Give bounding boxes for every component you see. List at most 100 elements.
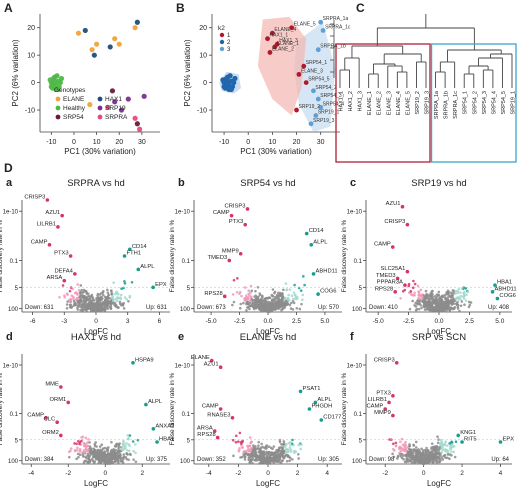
- volcano-a-gene-point: [80, 288, 84, 292]
- volcano-e-gene-point: [285, 442, 288, 446]
- volcano-e-y-tick-label: 1e-10: [175, 364, 191, 370]
- volcano-c-gene-point: [414, 305, 418, 308]
- volcano-c-y-axis-label: False discovery rate in %: [341, 219, 348, 292]
- volcano-d-gene-point: [99, 449, 102, 453]
- pca-a-point-healthy: [54, 73, 60, 79]
- volcano-f-gene-point: [421, 451, 425, 454]
- volcano-e-gene-point: [254, 455, 257, 458]
- volcano-d-gene-point: [89, 447, 92, 450]
- volcano-e-gene-point: [248, 460, 252, 464]
- volcano-d-gene-point: [132, 449, 136, 453]
- volcano-a-gene-point: [108, 306, 112, 309]
- pca-b-point: [301, 63, 307, 69]
- volcano-e-gene-point: [258, 461, 262, 465]
- volcano-a-gene-point: [83, 302, 86, 305]
- pca-b-sample-label: SRP54_5: [308, 77, 330, 83]
- volcano-c-up-count: Up: 408: [488, 305, 510, 311]
- volcano-b-highlight-point: [227, 258, 232, 263]
- volcano-b-gene-point: [283, 297, 287, 301]
- volcano-a-gene-point: [117, 293, 120, 296]
- volcano-f-gene-label: PTX3: [376, 390, 391, 396]
- volcano-a-gene-point: [115, 299, 119, 303]
- volcano-d-gene-point: [132, 458, 135, 461]
- volcano-b-highlight-point: [309, 243, 314, 247]
- volcano-f-highlight-point: [383, 407, 388, 411]
- volcano-e-gene-point: [258, 448, 261, 451]
- volcano-c-gene-point: [440, 308, 443, 312]
- volcano-c-gene-label: AZU1: [386, 201, 401, 207]
- volcano-e-gene-point: [266, 457, 269, 460]
- volcano-e-gene-point: [246, 445, 250, 449]
- volcano-e-gene-point: [231, 438, 235, 442]
- volcano-b-gene-point: [287, 298, 291, 302]
- volcano-d-gene-point: [76, 449, 79, 452]
- volcano-d-gene-point: [113, 451, 117, 454]
- volcano-d-gene-label: ANXA2: [155, 423, 174, 429]
- volcano-e-gene-point: [279, 453, 282, 456]
- volcano-d-gene-point: [98, 452, 101, 455]
- volcano-c-gene-point: [417, 293, 421, 296]
- volcano-c-gene-point: [419, 293, 423, 297]
- volcano-a-highlight-point: [151, 285, 155, 290]
- volcano-f-gene-point: [436, 441, 440, 445]
- volcano-e-x-tick-label: -2: [236, 470, 242, 477]
- volcano-a-gene-point: [104, 306, 108, 310]
- volcano-a-gene-point: [98, 304, 101, 308]
- volcano-f-x-tick-label: 0: [422, 470, 426, 477]
- volcano-c-gene-label: CAMP: [374, 242, 391, 248]
- pca-b-sample-label: SRPRA_1b: [320, 44, 346, 50]
- volcano-a-gene-point: [108, 300, 112, 304]
- volcano-a-gene-point: [79, 308, 82, 312]
- volcano-b-gene-point: [249, 291, 252, 295]
- volcano-d-highlight-point: [55, 420, 59, 425]
- volcano-f-x-tick-label: 4: [499, 470, 503, 477]
- volcano-f-gene-point: [443, 448, 446, 452]
- volcano-a-gene-point: [85, 303, 89, 307]
- volcano-b-title: SRP54 vs hd: [240, 178, 295, 189]
- volcano-a-gene-label: LILRB1: [37, 221, 56, 227]
- volcano-c-gene-point: [418, 299, 422, 303]
- volcano-a-gene-point: [82, 299, 86, 302]
- volcano-c-x-tick-label: -2.5: [403, 318, 415, 325]
- volcano-c-gene-point: [422, 294, 426, 297]
- volcano-e-gene-point: [282, 442, 286, 445]
- pca-a-legend-swatch: [55, 96, 61, 102]
- volcano-b-gene-point: [273, 291, 276, 295]
- volcano-b-highlight-point: [238, 251, 243, 256]
- pca-a-legend-swatch: [97, 114, 103, 120]
- volcano-c-gene-point: [459, 304, 463, 308]
- pca-b-y-tick-label: 20: [199, 25, 207, 32]
- volcano-f-gene-point: [412, 455, 415, 458]
- volcano-b-y-tick-label: 5: [187, 286, 191, 292]
- volcano-a-highlight-point: [128, 247, 132, 252]
- pca-a-legend-label: ELANE: [63, 96, 85, 103]
- volcano-a-gene-point: [105, 299, 109, 303]
- volcano-b-gene-point: [264, 297, 268, 300]
- volcano-b-x-tick-label: 2.5: [292, 318, 301, 325]
- volcano-b-gene-point: [250, 298, 254, 301]
- pca-a-legend-swatch: [97, 105, 103, 111]
- volcano-c-gene-point: [420, 297, 424, 300]
- volcano-e-gene-point: [276, 460, 280, 463]
- volcano-f-gene-point: [408, 448, 412, 452]
- volcano-a-title: SRPRA vs hd: [67, 178, 125, 189]
- volcano-d-y-tick-label: 0.1: [10, 412, 19, 418]
- volcano-c-gene-point: [425, 303, 428, 307]
- volcano-e-gene-point: [265, 462, 269, 466]
- volcano-f-gene-point: [414, 446, 418, 449]
- volcano-e-gene-point: [263, 452, 267, 456]
- pca-b-sample-label: ELANE_1: [277, 41, 299, 47]
- pca-b-point: [318, 104, 324, 110]
- volcano-b-gene-point: [278, 294, 281, 297]
- volcano-e-gene-point: [291, 438, 294, 442]
- volcano-f-gene-point: [392, 442, 395, 446]
- volcano-e-gene-point: [297, 457, 300, 460]
- volcano-a-highlight-point: [136, 267, 141, 272]
- volcano-d-gene-point: [88, 441, 91, 444]
- volcano-d-gene-point: [79, 439, 83, 443]
- pca-b-x-tick-label: 0: [246, 139, 250, 146]
- pca-a-point-healthy: [47, 77, 53, 83]
- volcano-f-gene-point: [404, 440, 407, 444]
- pca-a-point-srpra: [137, 126, 143, 132]
- volcano-e-gene-point: [248, 436, 252, 439]
